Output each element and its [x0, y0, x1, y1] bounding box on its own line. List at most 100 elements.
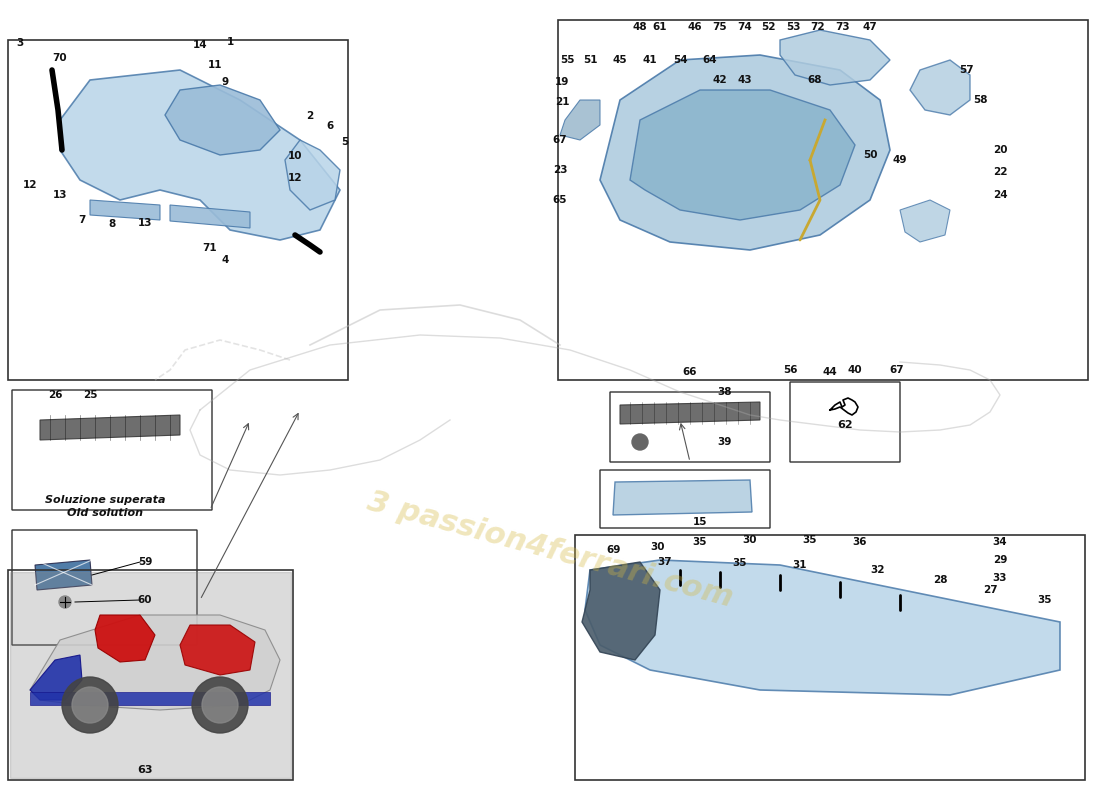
- Text: 1: 1: [227, 37, 233, 47]
- Polygon shape: [900, 200, 950, 242]
- Text: 47: 47: [862, 22, 878, 32]
- Polygon shape: [285, 140, 340, 210]
- Text: 28: 28: [933, 575, 947, 585]
- Circle shape: [192, 677, 248, 733]
- Text: 33: 33: [992, 573, 1008, 583]
- Text: 68: 68: [807, 75, 823, 85]
- Text: 50: 50: [862, 150, 878, 160]
- Text: 58: 58: [972, 95, 988, 105]
- Text: 39: 39: [718, 437, 733, 447]
- Text: 48: 48: [632, 22, 647, 32]
- Polygon shape: [95, 615, 155, 662]
- Text: 29: 29: [993, 555, 1008, 565]
- Text: 38: 38: [717, 387, 733, 397]
- Text: 9: 9: [221, 77, 229, 87]
- Text: 26: 26: [47, 390, 63, 400]
- Circle shape: [72, 687, 108, 723]
- Text: 60: 60: [138, 595, 152, 605]
- Text: 74: 74: [738, 22, 752, 32]
- Text: 35: 35: [1037, 595, 1053, 605]
- Text: 32: 32: [871, 565, 886, 575]
- Text: 15: 15: [693, 517, 707, 527]
- Text: 54: 54: [673, 55, 688, 65]
- Text: 35: 35: [733, 558, 747, 568]
- Polygon shape: [780, 30, 890, 85]
- Polygon shape: [585, 560, 1060, 695]
- Text: 40: 40: [848, 365, 862, 375]
- Text: 30: 30: [742, 535, 757, 545]
- Text: Soluzione superata: Soluzione superata: [45, 495, 165, 505]
- Polygon shape: [90, 200, 160, 220]
- Text: 30: 30: [651, 542, 666, 552]
- Text: 57: 57: [959, 65, 974, 75]
- Text: 11: 11: [208, 60, 222, 70]
- Text: 72: 72: [811, 22, 825, 32]
- Polygon shape: [582, 562, 660, 660]
- Text: 53: 53: [785, 22, 801, 32]
- Circle shape: [59, 596, 72, 608]
- Text: 51: 51: [583, 55, 597, 65]
- Text: 4: 4: [221, 255, 229, 265]
- Polygon shape: [620, 402, 760, 424]
- Text: 73: 73: [836, 22, 850, 32]
- Text: 42: 42: [713, 75, 727, 85]
- Text: 45: 45: [613, 55, 627, 65]
- Text: 55: 55: [560, 55, 574, 65]
- Polygon shape: [165, 85, 280, 155]
- Text: 10: 10: [288, 151, 302, 161]
- Polygon shape: [560, 100, 600, 140]
- Polygon shape: [35, 560, 92, 590]
- Text: 25: 25: [82, 390, 97, 400]
- Text: 22: 22: [992, 167, 1008, 177]
- Text: 66: 66: [683, 367, 697, 377]
- Text: 6: 6: [327, 121, 333, 131]
- Text: 62: 62: [837, 420, 852, 430]
- Polygon shape: [60, 70, 340, 240]
- Text: 12: 12: [288, 173, 302, 183]
- Polygon shape: [910, 60, 970, 115]
- Polygon shape: [30, 692, 270, 705]
- Text: 8: 8: [109, 219, 116, 229]
- Text: 7: 7: [78, 215, 86, 225]
- Text: 44: 44: [823, 367, 837, 377]
- Text: 37: 37: [658, 557, 672, 567]
- Text: 61: 61: [652, 22, 668, 32]
- Text: 2: 2: [307, 111, 314, 121]
- Text: 34: 34: [992, 537, 1008, 547]
- Polygon shape: [170, 205, 250, 228]
- Text: 56: 56: [783, 365, 798, 375]
- Text: 36: 36: [852, 537, 867, 547]
- Text: 69: 69: [607, 545, 621, 555]
- Text: 21: 21: [554, 97, 570, 107]
- Text: 65: 65: [552, 195, 568, 205]
- Text: 13: 13: [53, 190, 67, 200]
- Text: 49: 49: [893, 155, 907, 165]
- Text: 35: 35: [803, 535, 817, 545]
- Text: 14: 14: [192, 40, 207, 50]
- Text: 35: 35: [693, 537, 707, 547]
- Text: 13: 13: [138, 218, 152, 228]
- Text: 67: 67: [552, 135, 568, 145]
- Polygon shape: [30, 615, 280, 710]
- Text: 75: 75: [713, 22, 727, 32]
- Circle shape: [62, 677, 118, 733]
- Text: 70: 70: [53, 53, 67, 63]
- Text: 12: 12: [23, 180, 37, 190]
- Polygon shape: [600, 55, 890, 250]
- Text: 59: 59: [138, 557, 152, 567]
- Text: 3: 3: [16, 38, 23, 48]
- Text: 20: 20: [992, 145, 1008, 155]
- Polygon shape: [630, 90, 855, 220]
- Polygon shape: [30, 655, 82, 700]
- Text: 24: 24: [992, 190, 1008, 200]
- Text: 67: 67: [890, 365, 904, 375]
- Text: 52: 52: [761, 22, 776, 32]
- Polygon shape: [613, 480, 752, 515]
- Text: 41: 41: [642, 55, 658, 65]
- Text: 71: 71: [202, 243, 218, 253]
- Text: 43: 43: [738, 75, 752, 85]
- Circle shape: [632, 434, 648, 450]
- Text: 46: 46: [688, 22, 702, 32]
- Text: 19: 19: [554, 77, 569, 87]
- Circle shape: [202, 687, 238, 723]
